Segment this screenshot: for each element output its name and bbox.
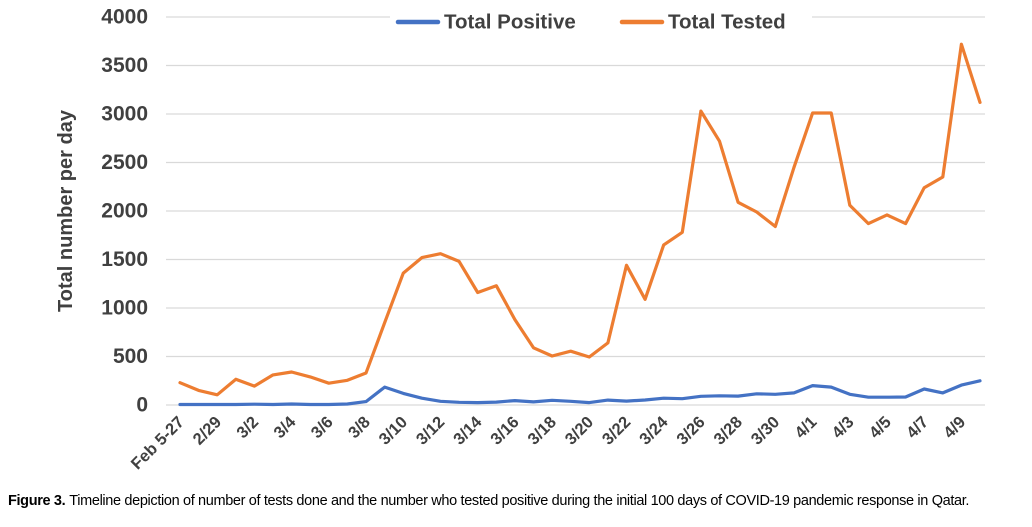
x-axis-tick-label: 4/5 [866,413,895,442]
x-axis-tick-label: 3/18 [524,413,559,448]
y-axis-tick-label: 2500 [101,151,148,174]
x-axis-tick-label: 3/28 [711,413,746,448]
x-axis-tick-label: 4/1 [791,413,820,442]
figure-caption-text: Timeline depiction of number of tests do… [69,493,970,509]
figure-caption: Figure 3. Timeline depiction of number of… [8,492,1024,510]
legend-label-total-positive: Total Positive [444,11,576,34]
x-axis-tick-label: 3/8 [345,413,374,442]
x-axis-tick-label: 3/4 [271,413,301,443]
y-axis-tick-label: 1500 [101,248,148,271]
y-axis-tick-label: 0 [136,394,148,417]
x-axis-tick-label: 3/30 [748,413,783,448]
x-axis-tick-label: 4/7 [903,413,932,442]
figure-caption-label: Figure 3. [8,493,66,509]
x-axis-tick-label: 3/10 [376,413,411,448]
series-line-total-positive [178,379,982,407]
x-axis-tick-label: 3/6 [308,413,337,442]
x-axis-tick-label: 3/12 [413,413,448,448]
x-axis-tick-label: 3/2 [233,413,262,442]
series-line-total-tested [178,42,982,397]
y-axis-tick-label: 3000 [101,103,148,126]
y-axis-title: Total number per day [55,109,77,312]
x-axis-tick-label: Feb 5-27 [128,413,188,473]
x-axis-tick-label: 2/29 [190,413,225,448]
y-axis-tick-label: 1000 [101,297,148,320]
x-axis-tick-label: 3/16 [487,413,522,448]
legend-label-total-tested: Total Tested [668,11,786,34]
x-axis-tick-label: 3/14 [450,413,486,449]
x-axis-tick-label: 3/20 [562,413,597,448]
x-axis-tick-label: 4/3 [829,413,858,442]
x-axis-tick-label: 3/24 [636,413,672,449]
y-axis-tick-label: 500 [113,345,148,368]
x-axis-tick-label: 4/9 [940,413,969,442]
y-axis-tick-label: 3500 [101,54,148,77]
y-axis-tick-label: 4000 [101,6,148,29]
covid-testing-line-chart: 0 500 1000 1500 2000 2500 3000 3500 4000 Total nu… [55,5,985,473]
x-axis-tick-label: 3/26 [673,413,708,448]
y-axis-tick-label: 2000 [101,200,148,223]
x-axis-tick-label: 3/22 [599,413,634,448]
legend-background [390,5,812,37]
